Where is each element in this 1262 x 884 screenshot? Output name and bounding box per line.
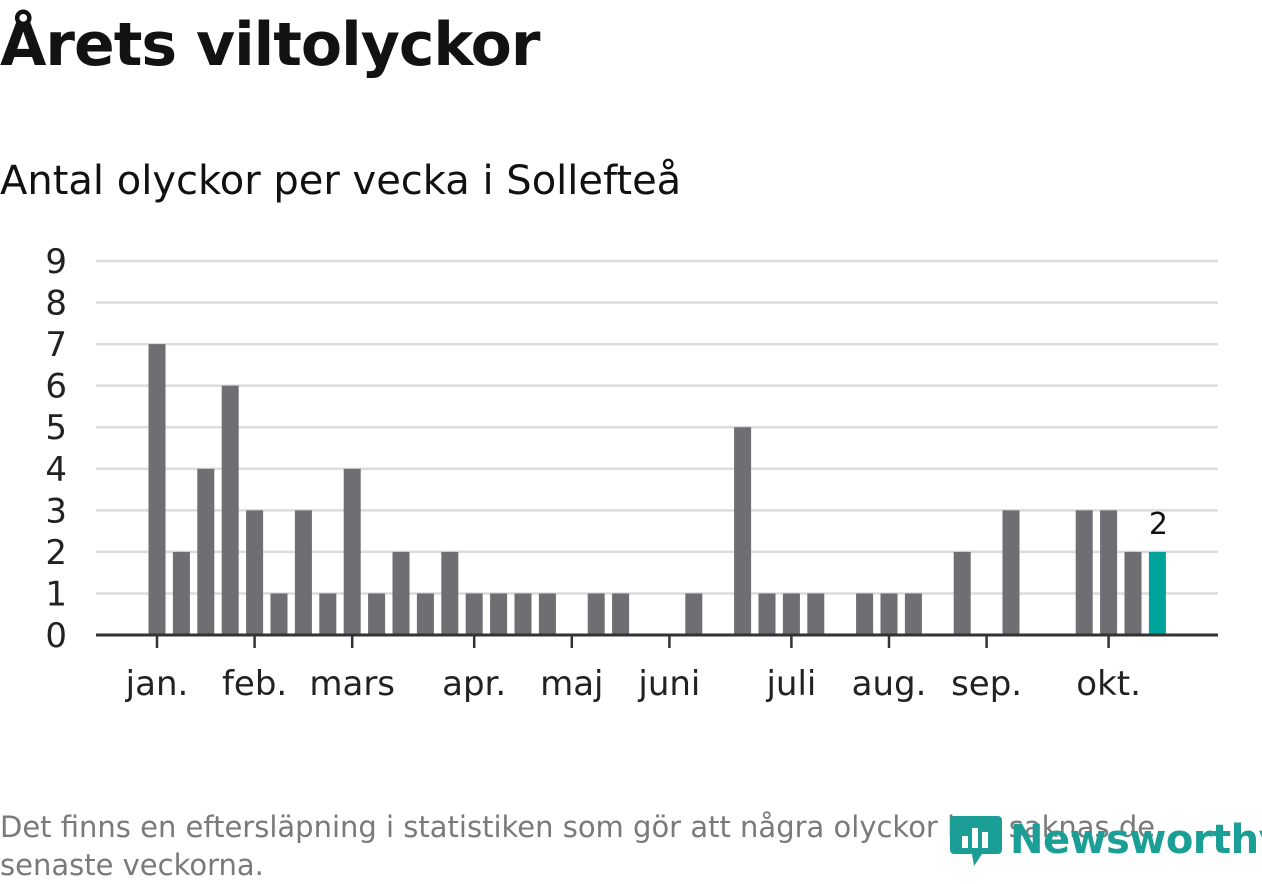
x-tick-label-sep.: sep. — [951, 664, 1022, 704]
bar-week-26 — [758, 593, 776, 635]
y-tick-label-4: 4 — [45, 450, 67, 490]
bar-week-31 — [880, 593, 898, 635]
bar-week-41 — [1124, 551, 1142, 635]
y-tick-label-5: 5 — [45, 408, 67, 448]
bar-week-39 — [1075, 510, 1093, 635]
bar-week-7 — [294, 510, 312, 635]
x-tick-label-aug.: aug. — [852, 664, 927, 704]
newsworthy-logo-icon — [950, 816, 1002, 866]
y-tick-label-6: 6 — [45, 367, 67, 407]
x-tick-label-jan.: jan. — [125, 664, 189, 704]
bar-week-15 — [490, 593, 508, 635]
bar-week-30 — [856, 593, 874, 635]
bar-week-2 — [172, 551, 190, 635]
y-tick-label-0: 0 — [45, 616, 67, 656]
bar-week-13 — [441, 551, 459, 635]
highlight-value-label: 2 — [1149, 507, 1168, 542]
bar-week-5 — [246, 510, 264, 635]
y-tick-label-1: 1 — [45, 574, 67, 614]
chart-subtitle: Antal olyckor per vecka i Sollefteå — [0, 158, 682, 204]
bar-week-19 — [587, 593, 605, 635]
x-tick-label-apr.: apr. — [442, 664, 506, 704]
bar-week-14 — [465, 593, 483, 635]
bar-week-17 — [538, 593, 556, 635]
newsworthy-logo-text: Newsworthy — [1010, 817, 1262, 863]
bar-week-20 — [612, 593, 630, 635]
gridlines — [96, 259, 1218, 595]
bar-week-10 — [368, 593, 386, 635]
bar-week-25 — [734, 427, 752, 635]
y-tick-label-3: 3 — [45, 491, 67, 531]
bar-week-42 — [1148, 551, 1166, 635]
bar-week-9 — [343, 468, 361, 635]
bar-week-34 — [953, 551, 971, 635]
data-labels: 2 — [1149, 507, 1168, 542]
bar-week-40 — [1100, 510, 1118, 635]
bar-week-32 — [904, 593, 922, 635]
y-tick-label-9: 9 — [45, 242, 67, 282]
x-axis-ticks: jan. feb. mars apr. maj juni juli aug. sep. okt. — [125, 635, 1141, 704]
bar-week-23 — [685, 593, 703, 635]
bar-week-28 — [807, 593, 825, 635]
bar-week-12 — [416, 593, 434, 635]
y-tick-label-8: 8 — [45, 284, 67, 324]
bar-week-4 — [221, 385, 239, 635]
x-tick-label-juli: juli — [765, 664, 816, 704]
bar-week-11 — [392, 551, 410, 635]
y-tick-label-2: 2 — [45, 533, 67, 573]
x-tick-label-maj: maj — [540, 664, 603, 704]
y-tick-label-7: 7 — [45, 325, 67, 365]
bar-week-3 — [197, 468, 215, 635]
bar-week-36 — [1002, 510, 1020, 635]
bar-week-6 — [270, 593, 288, 635]
bars — [148, 344, 1166, 635]
bar-week-27 — [782, 593, 800, 635]
newsworthy-logo: Newsworthy — [948, 810, 1262, 870]
x-tick-label-mars: mars — [309, 664, 395, 704]
bar-week-8 — [319, 593, 337, 635]
bar-week-16 — [514, 593, 532, 635]
x-tick-label-juni: juni — [637, 664, 700, 704]
x-tick-label-feb.: feb. — [222, 664, 287, 704]
chart-title: Årets viltolyckor — [0, 10, 540, 80]
bar-week-1 — [148, 344, 166, 635]
x-tick-label-okt.: okt. — [1076, 664, 1141, 704]
